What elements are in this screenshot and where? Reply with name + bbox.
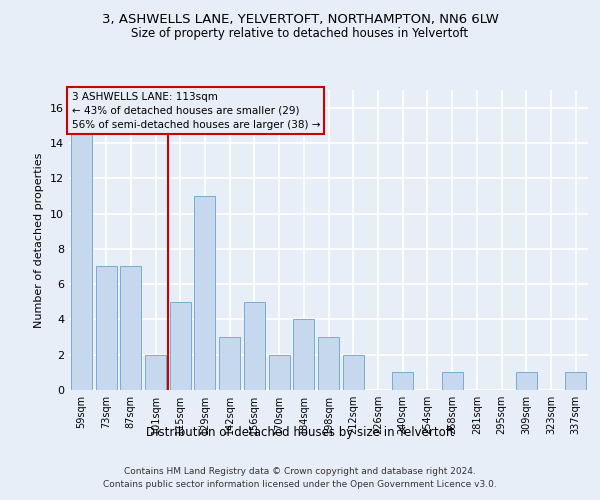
Bar: [145, 354, 166, 390]
Bar: [565, 372, 586, 390]
Bar: [392, 372, 413, 390]
Bar: [219, 337, 240, 390]
Text: 3 ASHWELLS LANE: 113sqm
← 43% of detached houses are smaller (29)
56% of semi-de: 3 ASHWELLS LANE: 113sqm ← 43% of detache…: [71, 92, 320, 130]
Text: Contains HM Land Registry data © Crown copyright and database right 2024.: Contains HM Land Registry data © Crown c…: [124, 467, 476, 476]
Bar: [442, 372, 463, 390]
Bar: [194, 196, 215, 390]
Bar: [71, 126, 92, 390]
Y-axis label: Number of detached properties: Number of detached properties: [34, 152, 44, 328]
Text: Distribution of detached houses by size in Yelvertoft: Distribution of detached houses by size …: [146, 426, 454, 439]
Text: Contains public sector information licensed under the Open Government Licence v3: Contains public sector information licen…: [103, 480, 497, 489]
Bar: [343, 354, 364, 390]
Bar: [170, 302, 191, 390]
Bar: [516, 372, 537, 390]
Bar: [293, 320, 314, 390]
Text: Size of property relative to detached houses in Yelvertoft: Size of property relative to detached ho…: [131, 28, 469, 40]
Bar: [269, 354, 290, 390]
Bar: [318, 337, 339, 390]
Bar: [244, 302, 265, 390]
Bar: [95, 266, 116, 390]
Text: 3, ASHWELLS LANE, YELVERTOFT, NORTHAMPTON, NN6 6LW: 3, ASHWELLS LANE, YELVERTOFT, NORTHAMPTO…: [101, 12, 499, 26]
Bar: [120, 266, 141, 390]
